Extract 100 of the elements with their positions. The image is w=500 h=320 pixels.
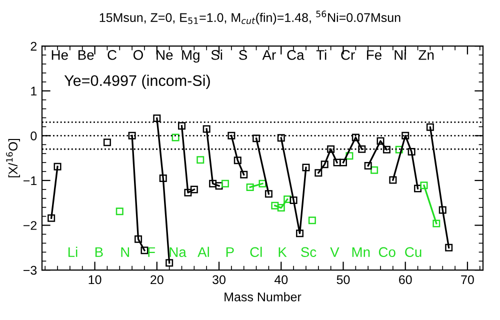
- point: [166, 259, 174, 267]
- point: [258, 180, 266, 188]
- annotation: He: [52, 50, 68, 60]
- point: [382, 146, 390, 154]
- annotation: Cu: [405, 247, 422, 258]
- annotation: Ar: [262, 50, 276, 60]
- x-tick-label: 20: [150, 275, 164, 284]
- point: [228, 132, 236, 140]
- point: [389, 176, 397, 184]
- point: [264, 190, 272, 198]
- annotation: Fe: [367, 50, 382, 60]
- point: [252, 134, 260, 142]
- annotation: N: [121, 247, 130, 257]
- point: [284, 196, 292, 204]
- annotation: Mn: [352, 247, 370, 257]
- point: [54, 162, 62, 170]
- annotation: Ne: [156, 50, 173, 60]
- point: [438, 206, 446, 214]
- annotation: Ni: [394, 50, 406, 60]
- point: [314, 169, 322, 177]
- point: [277, 204, 285, 212]
- y-axis-title: [X/$^{16}$O]: [6, 138, 20, 178]
- point: [184, 188, 192, 196]
- x-tick-label: 30: [212, 275, 226, 284]
- x-tick-label: 10: [88, 275, 102, 284]
- point: [290, 196, 298, 204]
- point: [48, 214, 56, 222]
- point: [209, 180, 217, 188]
- x-tick-label: 50: [336, 275, 350, 284]
- annotation: Be: [78, 50, 94, 60]
- annotation: S: [239, 50, 247, 60]
- point: [128, 132, 136, 140]
- point: [271, 202, 279, 210]
- annotation: Na: [170, 247, 186, 258]
- point: [103, 138, 111, 146]
- point: [420, 182, 428, 190]
- annotation: Cl: [250, 246, 262, 258]
- point: [215, 182, 223, 190]
- point: [370, 166, 378, 174]
- point: [240, 170, 248, 178]
- x-tick-label: 40: [274, 275, 288, 284]
- point: [202, 125, 210, 133]
- annotation: V: [330, 247, 340, 257]
- point: [432, 220, 440, 228]
- point: [352, 134, 360, 142]
- x-tick-label: 70: [461, 275, 474, 284]
- x-tick-label: 60: [399, 275, 412, 284]
- y-tick-label: −2: [24, 221, 37, 230]
- annotation: Li: [68, 246, 78, 257]
- y-tick-label: −3: [24, 266, 37, 275]
- annotation: Ca: [287, 50, 304, 60]
- point: [364, 162, 372, 170]
- y-tick-label: 1: [31, 86, 37, 96]
- point: [402, 132, 410, 140]
- annotation: B: [95, 247, 103, 257]
- annotation: Si: [211, 50, 222, 60]
- point: [308, 216, 316, 224]
- point: [277, 134, 285, 142]
- point: [116, 208, 124, 216]
- point: [358, 145, 366, 153]
- point: [178, 122, 186, 130]
- point: [234, 156, 242, 164]
- annotation: C: [108, 50, 117, 60]
- point: [159, 174, 167, 182]
- annotation: Al: [198, 246, 209, 257]
- annotation: Ye=0.4997 (incom-Si): [64, 74, 210, 90]
- point: [302, 164, 310, 172]
- point: [414, 184, 422, 192]
- annotation: Mg: [182, 50, 200, 63]
- point: [320, 160, 328, 168]
- point: [445, 244, 453, 252]
- point: [426, 123, 434, 131]
- annotation: F: [148, 247, 156, 257]
- point: [408, 148, 416, 156]
- point: [172, 134, 180, 142]
- annotation: O: [133, 50, 143, 60]
- point: [190, 186, 198, 194]
- point: [153, 114, 161, 122]
- point: [246, 183, 254, 191]
- point: [339, 158, 347, 166]
- annotation: Ti: [316, 50, 326, 60]
- y-tick-label: 2: [30, 42, 37, 51]
- annotation: Co: [378, 247, 396, 258]
- annotation: K: [278, 247, 287, 257]
- point: [395, 146, 403, 154]
- chart-title: 15Msun, Z=0, E$_{51}$=1.0, M$_{cut}$(fin)=1.48, $^{56}$Ni=0.07Msun: [100, 10, 400, 24]
- annotation: Cr: [341, 50, 355, 60]
- y-tick-label: −1: [24, 176, 37, 186]
- y-tick-label: 0: [30, 131, 37, 140]
- point: [140, 246, 148, 254]
- point: [296, 230, 304, 238]
- annotation: Zn: [418, 50, 434, 60]
- point: [196, 156, 204, 164]
- point: [134, 235, 142, 243]
- annotation: Sc: [301, 247, 316, 258]
- point: [346, 152, 354, 160]
- annotation: P: [226, 247, 234, 257]
- x-axis-title: Mass Number: [224, 292, 302, 302]
- point: [221, 180, 229, 188]
- point: [376, 137, 384, 145]
